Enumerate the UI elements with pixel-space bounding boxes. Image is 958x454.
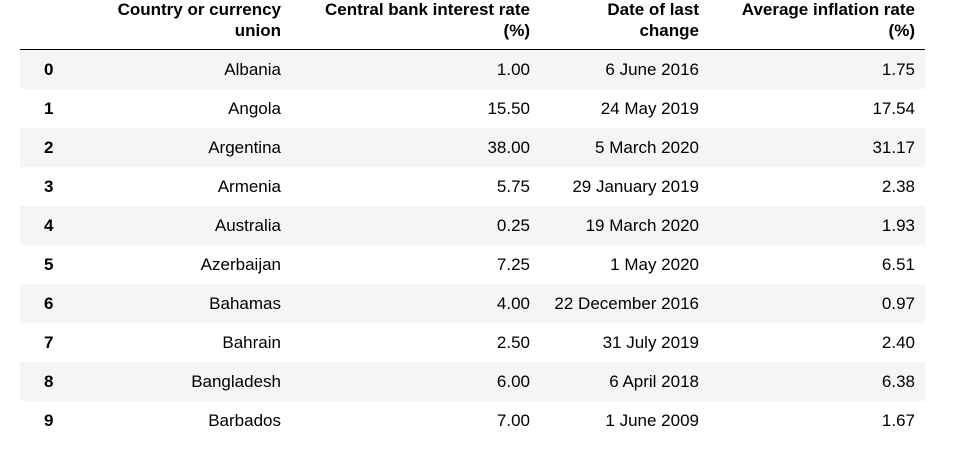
date-of-last-change-header: Date of last change	[540, 0, 709, 50]
date-cell: 22 December 2016	[554, 294, 699, 313]
country-cell: Bangladesh	[191, 372, 281, 391]
interest-rate-cell: 6.00	[496, 372, 530, 391]
row-index: 3	[44, 177, 54, 196]
date-cell: 29 January 2019	[572, 177, 699, 196]
table-row: 1 Angola 15.50 24 May 2019 17.54	[20, 89, 925, 128]
country-cell: Bahamas	[209, 294, 281, 313]
inflation-cell: 1.67	[881, 411, 915, 430]
table-row: 9 Barbados 7.00 1 June 2009 1.67	[20, 401, 925, 440]
interest-rate-cell: 7.00	[496, 411, 530, 430]
row-index: 8	[44, 372, 54, 391]
date-cell: 1 May 2020	[610, 255, 699, 274]
table-row: 0 Albania 1.00 6 June 2016 1.75	[20, 49, 925, 89]
table-row: 3 Armenia 5.75 29 January 2019 2.38	[20, 167, 925, 206]
interest-rate-cell: 0.25	[496, 216, 530, 235]
inflation-cell: 0.97	[881, 294, 915, 313]
index-header	[20, 0, 95, 50]
table-row: 2 Argentina 38.00 5 March 2020 31.17	[20, 128, 925, 167]
country-cell: Armenia	[217, 177, 281, 196]
interest-rate-header: Central bank interest rate (%)	[291, 0, 540, 50]
inflation-rate-header: Average inflation rate (%)	[709, 0, 925, 50]
inflation-cell: 17.54	[872, 99, 915, 118]
date-cell: 19 March 2020	[585, 216, 699, 235]
interest-rate-cell: 38.00	[487, 138, 530, 157]
country-cell: Azerbaijan	[200, 255, 281, 274]
country-cell: Argentina	[208, 138, 281, 157]
date-cell: 5 March 2020	[595, 138, 699, 157]
interest-rate-cell: 15.50	[487, 99, 530, 118]
interest-rate-cell: 5.75	[496, 177, 530, 196]
row-index: 2	[44, 138, 54, 157]
inflation-cell: 6.51	[881, 255, 915, 274]
table-row: 8 Bangladesh 6.00 6 April 2018 6.38	[20, 362, 925, 401]
interest-rate-cell: 2.50	[496, 333, 530, 352]
country-cell: Australia	[214, 216, 281, 235]
date-cell: 24 May 2019	[600, 99, 699, 118]
inflation-cell: 2.40	[881, 333, 915, 352]
interest-rate-cell: 7.25	[496, 255, 530, 274]
inflation-cell: 1.93	[881, 216, 915, 235]
header-row: Country or currency union Central bank i…	[20, 0, 925, 50]
row-index: 5	[44, 255, 54, 274]
row-index: 4	[44, 216, 54, 235]
date-cell: 1 June 2009	[605, 411, 699, 430]
interest-rate-cell: 1.00	[496, 60, 530, 79]
row-index: 1	[44, 99, 54, 118]
country-cell: Albania	[224, 60, 281, 79]
table-row: 6 Bahamas 4.00 22 December 2016 0.97	[20, 284, 925, 323]
row-index: 9	[44, 411, 54, 430]
inflation-cell: 1.75	[881, 60, 915, 79]
country-cell: Angola	[228, 99, 281, 118]
table-row: 7 Bahrain 2.50 31 July 2019 2.40	[20, 323, 925, 362]
row-index: 6	[44, 294, 54, 313]
date-cell: 31 July 2019	[602, 333, 699, 352]
country-cell: Barbados	[208, 411, 281, 430]
inflation-cell: 6.38	[881, 372, 915, 391]
table-row: 4 Australia 0.25 19 March 2020 1.93	[20, 206, 925, 245]
country-cell: Bahrain	[222, 333, 281, 352]
row-index: 7	[44, 333, 54, 352]
date-cell: 6 April 2018	[609, 372, 699, 391]
country-header: Country or currency union	[95, 0, 291, 50]
inflation-cell: 2.38	[881, 177, 915, 196]
row-index: 0	[44, 60, 54, 79]
table-row: 5 Azerbaijan 7.25 1 May 2020 6.51	[20, 245, 925, 284]
inflation-cell: 31.17	[872, 138, 915, 157]
dataframe-output: Country or currency union Central bank i…	[20, 0, 925, 454]
date-cell: 6 June 2016	[605, 60, 699, 79]
dataframe-table: Country or currency union Central bank i…	[20, 0, 925, 440]
interest-rate-cell: 4.00	[496, 294, 530, 313]
